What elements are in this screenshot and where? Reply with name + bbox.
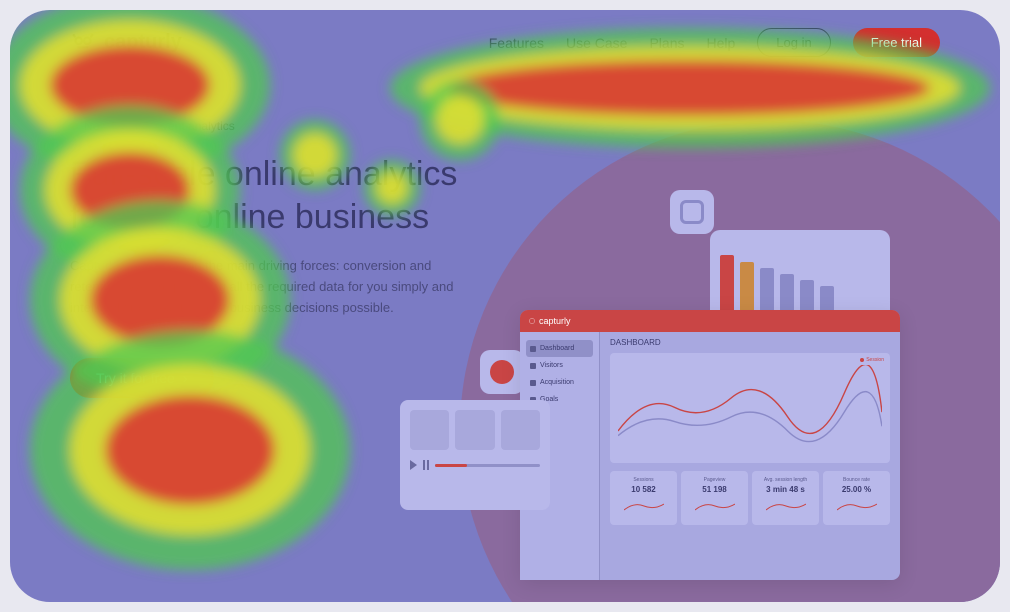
media-cell [410,410,449,450]
sidebar-icon [530,363,536,369]
sparkline [695,498,735,514]
logo-icon [70,30,96,56]
stat-label: Pageview [685,477,744,483]
dashboard-stats: Sessions 10 582 Pageview 51 198 Avg. session… [610,471,890,525]
bar [820,286,834,310]
pause-icon[interactable] [423,460,429,470]
dashboard-brand-text: capturly [539,316,571,326]
dashboard-content: DASHBOARD Session Sessions 10 582 Pageview… [600,332,900,531]
progress-bar[interactable] [435,464,540,467]
sparkline [624,498,664,514]
cta-button[interactable]: Try it for free › [70,358,214,398]
nav-features[interactable]: Features [489,35,544,51]
feature-badge[interactable]: New feature: event analytics [70,119,235,133]
dashboard-mini-logo: capturly [528,316,571,326]
nav: Features Use Case Plans Help Log in Free… [489,28,940,57]
hero-subtext: Capturly is focusing on the main driving… [70,256,470,318]
nav-use-case[interactable]: Use Case [566,35,627,51]
player-bar [410,460,540,470]
hero: New feature: event analytics Full-scale … [10,57,490,398]
media-cell [455,410,494,450]
badge-text: New feature: event analytics [84,119,235,133]
stat-box: Bounce rate 25.00 % [823,471,890,525]
badge-dot-icon [70,122,78,130]
free-trial-button[interactable]: Free trial [853,28,940,57]
sparkline [766,498,806,514]
sidebar-icon [530,380,536,386]
stat-value: 25.00 % [827,485,886,494]
stat-value: 10 582 [614,485,673,494]
stat-label: Bounce rate [827,477,886,483]
stat-box: Avg. session length 3 min 48 s [752,471,819,525]
bar [800,280,814,310]
login-button[interactable]: Log in [757,28,830,57]
sidebar-item[interactable]: Dashboard [526,340,593,357]
stat-label: Avg. session length [756,477,815,483]
sidebar-icon [530,346,536,352]
bar [720,255,734,310]
media-grid [410,410,540,450]
hero-title-line2: for your online business [70,198,429,236]
chart-legend: Session [860,357,884,363]
sparkline [837,498,877,514]
dashboard-title: DASHBOARD [610,338,890,347]
dashboard-panel: capturly DashboardVisitorsAcquisitionGoa… [520,310,900,580]
logo-text: capturly [104,31,182,54]
hero-title: Full-scale online analytics for your onl… [70,153,490,238]
arrow-right-icon: › [183,370,188,386]
dashboard-header: capturly [520,310,900,332]
stat-value: 51 198 [685,485,744,494]
stat-box: Pageview 51 198 [681,471,748,525]
play-icon[interactable] [410,460,417,470]
stat-box: Sessions 10 582 [610,471,677,525]
stat-value: 3 min 48 s [756,485,815,494]
hero-title-line1: Full-scale online analytics [70,155,457,193]
sidebar-item[interactable]: Visitors [526,357,593,374]
bar [740,262,754,310]
header: capturly Features Use Case Plans Help Lo… [10,10,1000,57]
line-chart-svg [618,365,882,450]
media-cell [501,410,540,450]
logo[interactable]: capturly [70,30,182,56]
sidebar-item[interactable]: Acquisition [526,374,593,391]
nav-plans[interactable]: Plans [649,35,684,51]
float-icon-square [670,190,714,234]
media-widget [400,400,550,510]
dashboard-line-chart: Session [610,353,890,463]
cta-label: Try it for free [96,370,175,386]
bar [760,268,774,310]
page-frame: capturly Features Use Case Plans Help Lo… [10,10,1000,602]
nav-help[interactable]: Help [706,35,735,51]
bar-chart-widget [710,230,890,320]
stat-label: Sessions [614,477,673,483]
bar [780,274,794,310]
